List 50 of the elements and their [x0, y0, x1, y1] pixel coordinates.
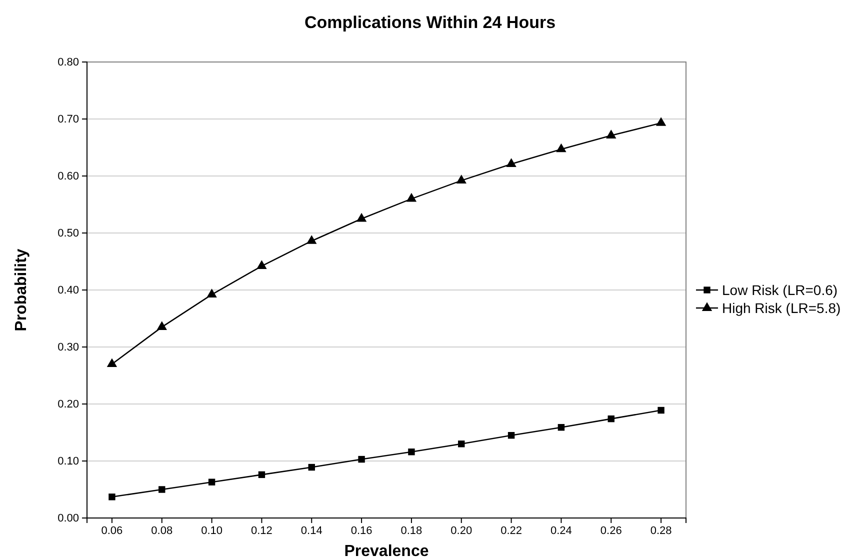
x-axis-title: Prevalence [344, 543, 429, 560]
y-tick-label: 0.50 [58, 228, 79, 240]
point [608, 415, 614, 422]
point [506, 158, 516, 167]
x-tick-label: 0.06 [101, 524, 123, 537]
point [458, 440, 465, 448]
point [508, 432, 515, 439]
point [556, 143, 566, 152]
x-tick-label: 0.26 [600, 524, 622, 537]
point [656, 117, 666, 126]
x-tick-label: 0.12 [250, 524, 272, 537]
y-axis-title: Probability [13, 248, 30, 332]
y-tick-label: 0.20 [58, 398, 79, 411]
point [456, 174, 466, 184]
x-tick-label: 0.28 [650, 524, 672, 537]
y-tick-label: 0.00 [58, 512, 79, 525]
y-tick-label: 0.10 [58, 456, 79, 468]
point [406, 192, 417, 202]
point [356, 212, 367, 222]
point [256, 260, 267, 270]
point [558, 424, 565, 431]
point [308, 464, 315, 471]
x-tick-label: 0.24 [550, 524, 572, 537]
point [358, 456, 365, 463]
y-tick-label: 0.80 [58, 56, 79, 69]
legend-label: Low Risk (LR=0.6) [722, 282, 838, 298]
point [106, 358, 118, 368]
y-tick-label: 0.60 [58, 170, 79, 183]
y-tick-label: 0.70 [58, 114, 79, 126]
point [258, 471, 266, 478]
point [208, 478, 216, 486]
point [306, 235, 317, 244]
x-tick-label: 0.22 [500, 524, 522, 537]
x-tick-label: 0.14 [300, 524, 322, 537]
x-tick-label: 0.10 [201, 524, 223, 537]
x-tick-label: 0.18 [400, 524, 422, 537]
x-tick-label: 0.16 [350, 524, 372, 537]
x-tick-label: 0.20 [450, 524, 472, 537]
point [658, 406, 664, 414]
chart-title: Complications Within 24 Hours [304, 13, 556, 32]
point [108, 494, 116, 500]
y-tick-label: 0.40 [58, 284, 79, 297]
point [606, 130, 616, 138]
point [206, 288, 217, 298]
legend-label: High Risk (LR=5.8) [722, 300, 841, 316]
point [158, 486, 166, 493]
x-tick-label: 0.08 [151, 524, 173, 537]
y-tick-label: 0.30 [58, 342, 79, 354]
point [156, 321, 167, 330]
point [408, 448, 415, 456]
